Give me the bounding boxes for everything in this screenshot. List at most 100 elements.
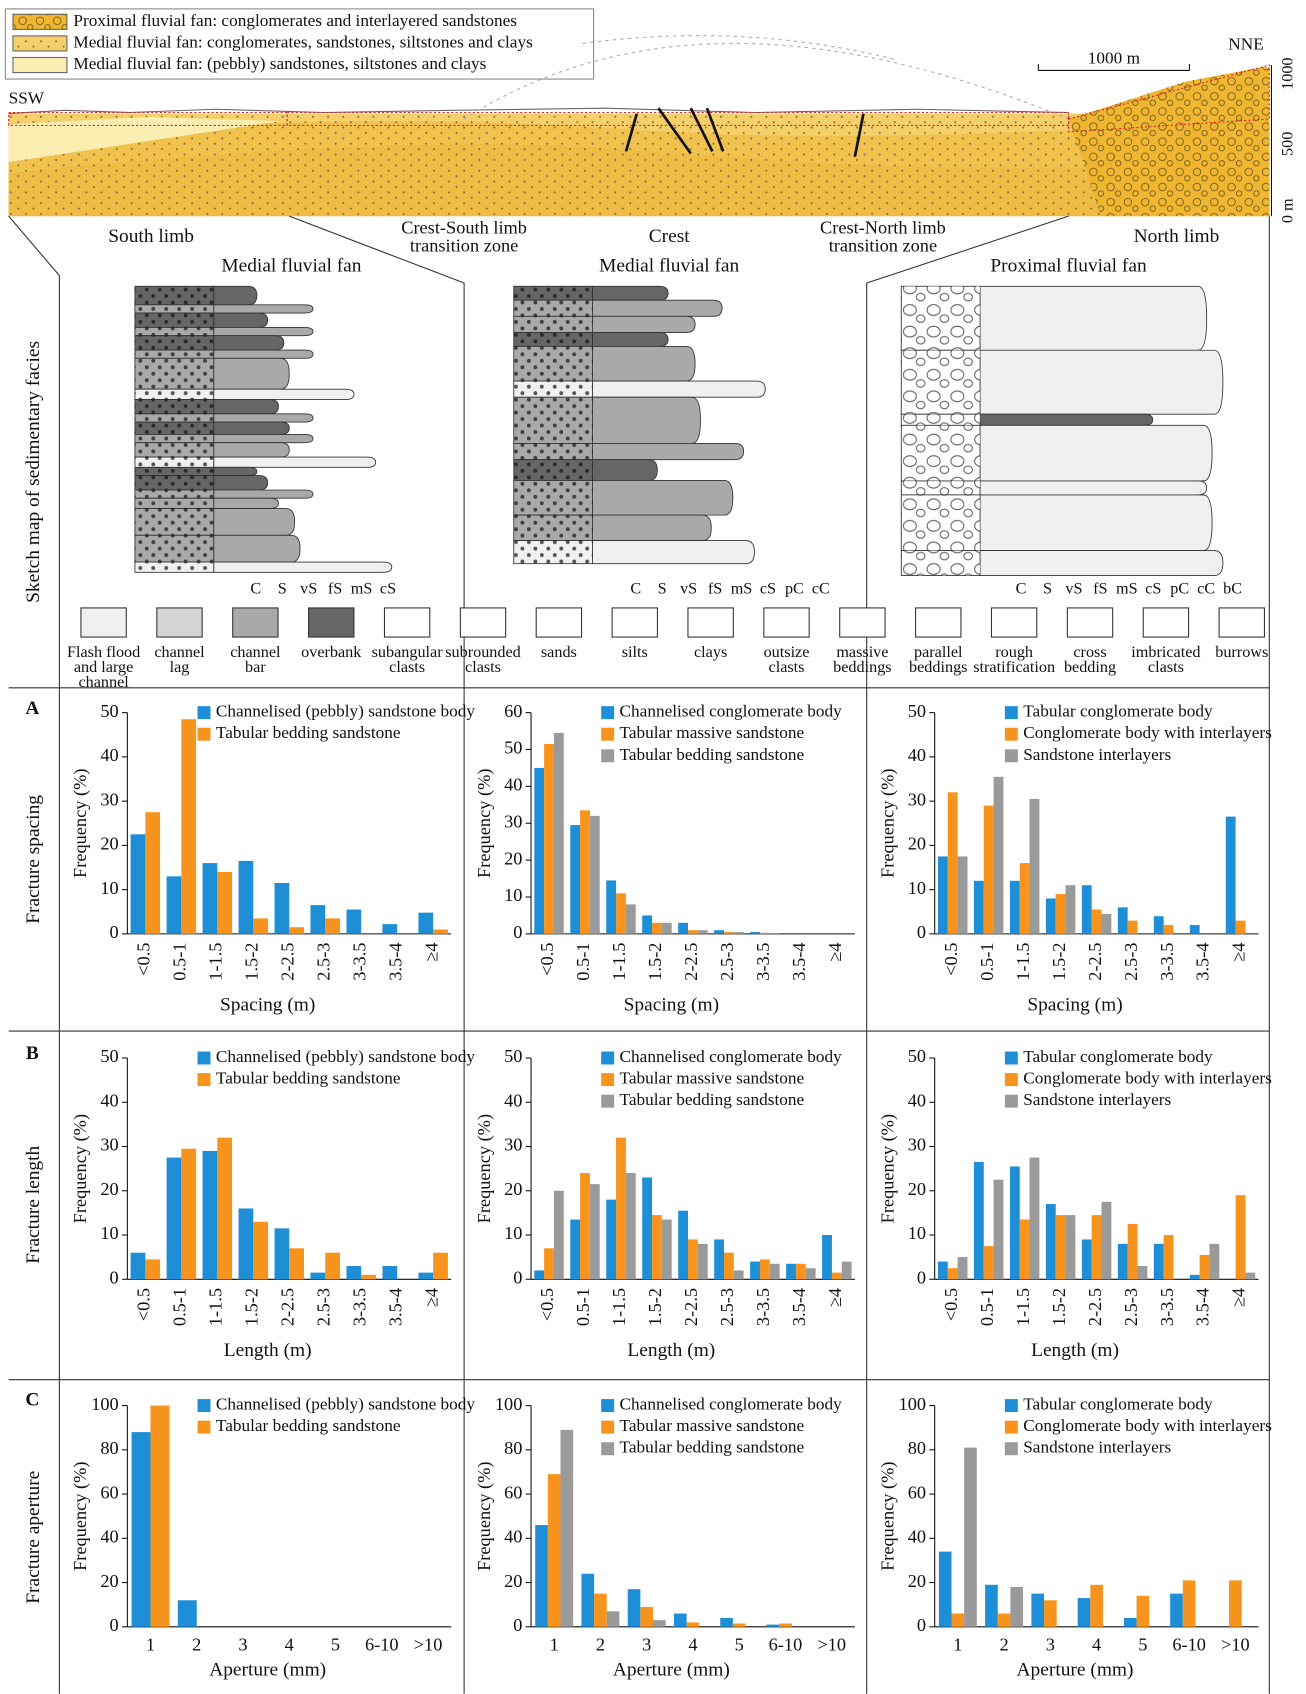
bed-texture-pattern — [134, 389, 214, 400]
y-tick-label: 0 — [110, 922, 119, 942]
bed — [592, 396, 701, 444]
bed-texture-pattern — [513, 286, 593, 301]
legend-swatch — [601, 1094, 615, 1108]
bar — [131, 1432, 151, 1627]
bar — [238, 1208, 254, 1280]
bar — [418, 912, 434, 934]
x-tick-label: <0.5 — [537, 943, 557, 976]
x-tick-label: 2 — [596, 1634, 605, 1654]
x-axis-label: Spacing (m) — [220, 995, 315, 1016]
facies-label: channel — [78, 673, 129, 691]
zone-name: South limb — [108, 226, 194, 247]
x-tick-label: 3-3.5 — [1157, 943, 1177, 981]
bed-texture-pattern — [134, 350, 214, 359]
grain-size: fS — [328, 579, 342, 597]
bar — [534, 1270, 545, 1280]
frame-line — [866, 215, 1069, 688]
bar — [627, 1589, 641, 1627]
bar — [697, 1243, 708, 1280]
y-tick-label: 0 — [917, 922, 926, 942]
x-tick-label: 0.5-1 — [573, 1288, 593, 1326]
bar — [1137, 1265, 1148, 1280]
bar — [382, 1265, 398, 1280]
bar — [289, 1248, 305, 1280]
legend-swatch — [601, 1420, 615, 1434]
x-tick-label: 4 — [285, 1634, 294, 1654]
bar — [1081, 1239, 1092, 1280]
bar — [606, 880, 617, 934]
y-tick-label: 20 — [100, 1179, 118, 1199]
bar — [145, 1259, 161, 1280]
legend-swatch — [1004, 1073, 1018, 1087]
y-tick-label: 20 — [908, 1179, 926, 1199]
legend-text: Tabular massive sandstone — [620, 1416, 805, 1435]
bar — [805, 1268, 816, 1280]
bar — [1163, 1235, 1174, 1280]
bed-texture-pattern — [134, 327, 214, 336]
legend-text: Medial fluvial fan: (pebbly) sandstones,… — [73, 54, 486, 73]
bed-texture-pattern — [134, 413, 214, 423]
y-tick-label: 0 — [513, 1615, 522, 1635]
bed-texture-pattern — [901, 350, 981, 415]
bar — [1199, 1254, 1210, 1280]
legend-swatch — [1004, 1051, 1018, 1065]
x-tick-label: 2 — [192, 1634, 201, 1654]
bar — [779, 1623, 792, 1627]
bar — [535, 1525, 548, 1627]
y-tick-label: 30 — [908, 1135, 926, 1155]
x-tick-label: 2-2.5 — [681, 943, 701, 981]
bar — [1091, 909, 1102, 934]
bar — [346, 1265, 362, 1280]
y-tick-label: 10 — [100, 878, 118, 898]
eroded-fold — [463, 42, 1069, 120]
bed — [213, 357, 290, 390]
x-tick-label: 3-3.5 — [753, 1288, 773, 1326]
y-axis-label: Frequency (%) — [70, 1114, 91, 1223]
bar — [714, 930, 724, 934]
y-tick-label: 10 — [908, 878, 926, 898]
legend-text: Tabular bedding sandstone — [216, 1069, 401, 1088]
facies-label: clasts — [465, 658, 501, 676]
bed — [213, 534, 301, 563]
bed — [213, 466, 258, 477]
bar — [1055, 894, 1066, 934]
frame — [8, 215, 1270, 1694]
y-tick-label: 30 — [100, 789, 118, 809]
bar — [1245, 1272, 1256, 1280]
facies-swatch — [232, 607, 279, 638]
y-tick-label: 30 — [504, 811, 522, 831]
grain-size: cS — [380, 579, 396, 597]
section-dots — [8, 113, 1270, 217]
facies-swatch — [383, 607, 431, 638]
bar — [217, 1137, 233, 1280]
legend-text: Proximal fluvial fan: conglomerates and … — [73, 11, 517, 30]
zone-box — [1068, 64, 1270, 133]
x-tick-label: 5 — [735, 1634, 744, 1654]
bed — [592, 332, 669, 347]
facies-swatch — [839, 607, 886, 638]
x-tick-label: >10 — [817, 1634, 846, 1654]
bar — [1153, 916, 1164, 934]
legend-text: Tabular conglomerate body — [1023, 1047, 1213, 1066]
bed-texture-pattern — [513, 540, 593, 564]
frame-line — [289, 215, 465, 688]
x-tick-label: 3.5-4 — [1193, 943, 1213, 981]
bar — [993, 1179, 1004, 1280]
zone-facies: Medial fluvial fan — [599, 255, 739, 276]
x-tick-label: 1 — [146, 1634, 155, 1654]
bar — [750, 1261, 760, 1280]
bar — [642, 1177, 653, 1280]
legend-swatch — [601, 727, 615, 741]
bar — [560, 1429, 574, 1627]
bar — [1189, 925, 1200, 934]
x-tick-label: 2-2.5 — [277, 943, 297, 981]
bar — [688, 1239, 698, 1280]
y-tick-label: 50 — [100, 1046, 118, 1066]
bar — [1029, 798, 1040, 934]
facies-label: and large — [74, 658, 133, 676]
bed-texture-pattern — [901, 286, 981, 351]
legend-text: Tabular conglomerate body — [1023, 1395, 1213, 1414]
bar — [616, 1137, 626, 1280]
facies-swatch — [687, 607, 734, 638]
row-title: Fracture spacing — [23, 795, 44, 924]
